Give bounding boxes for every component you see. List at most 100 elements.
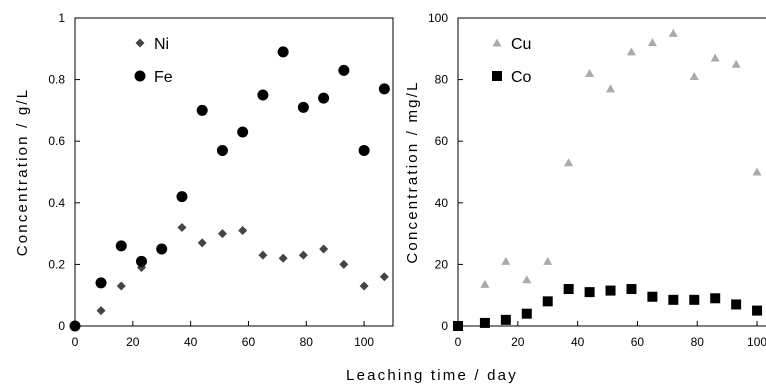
x-tick-label: 100 [747,335,766,349]
x-axis-label: Leaching time / day [346,367,518,384]
point-co [521,308,532,319]
y-tick-label: 60 [435,134,449,148]
y-axis-label: Concentration / mg/L [404,80,421,263]
point-co [668,294,679,305]
point-co [542,296,553,307]
point-fe [378,83,390,95]
point-fe [115,240,127,252]
legend-marker-cu [492,38,502,47]
point-ni [298,250,308,260]
x-tick-label: 40 [571,335,585,349]
y-axis-label: Concentration / g/L [14,88,31,257]
point-ni [379,272,389,282]
point-co [605,285,616,296]
x-axis-ticks: 0 20 40 60 80 100 [455,321,766,349]
point-cu [585,68,595,77]
x-tick-label: 40 [184,335,198,349]
point-ni [96,306,106,316]
x-tick-label: 60 [631,335,645,349]
point-co [731,299,742,310]
point-cu [626,47,636,56]
x-tick-label: 20 [126,335,140,349]
x-tick-label: 0 [455,335,462,349]
legend-label-ni: Ni [154,36,169,53]
point-fe [318,92,330,104]
point-cu [543,256,553,265]
point-fe [95,277,107,289]
point-ni [339,259,349,269]
legend-marker-co [492,71,502,81]
point-cu [522,275,532,284]
y-tick-label: 100 [428,11,448,25]
point-fe [257,89,269,101]
point-cu [689,72,699,81]
point-ni [197,238,207,248]
x-tick-label: 60 [242,335,256,349]
point-cu [564,158,574,167]
point-cu [668,28,678,37]
y-tick-label: 0.6 [48,134,65,148]
y-axis-ticks: 0 0.2 0.4 0.6 0.8 1 [48,11,80,333]
y-tick-label: 0 [58,319,65,333]
point-co [563,284,574,295]
y-tick-label: 20 [435,257,449,271]
series-co [453,284,763,331]
point-fe [277,46,289,58]
series-ni [70,222,389,331]
point-cu [710,53,720,62]
point-co [710,293,721,304]
legend-marker-fe [134,70,146,82]
point-ni [217,229,227,239]
point-fe [156,243,168,255]
legend: Ni Fe [134,36,173,86]
x-tick-label: 20 [511,335,525,349]
point-cu [647,38,657,47]
y-tick-label: 0.2 [48,257,65,271]
x-tick-label: 80 [691,335,705,349]
data-points [69,46,390,332]
point-co [500,314,511,325]
point-co [479,317,490,328]
point-co [647,291,658,302]
point-co [626,284,637,295]
legend-marker-ni [135,38,145,48]
x-tick-label: 0 [72,335,79,349]
point-cu [480,279,490,288]
point-cu [752,167,762,176]
point-cu [731,59,741,68]
x-tick-label: 80 [300,335,314,349]
y-tick-label: 0.4 [48,196,65,210]
point-cu [606,84,616,93]
y-axis-ticks: 0 20 40 60 80 100 [428,11,463,333]
left-panel-ni-fe: 0 20 40 60 80 100 0 0.2 0.4 0.6 0.8 1 Ni Fe Concent… [14,11,394,349]
point-ni [177,222,187,232]
point-ni [359,281,369,291]
point-co [584,287,595,298]
series-fe [69,46,390,332]
point-co [453,321,463,331]
y-tick-label: 0.8 [48,73,65,87]
x-axis-ticks: 0 20 40 60 80 100 [72,321,374,349]
point-ni [258,250,268,260]
plot-frame [74,17,394,327]
legend-label-fe: Fe [154,69,173,86]
point-fe [338,64,350,76]
point-fe [69,320,81,332]
point-ni [116,281,126,291]
point-fe [237,126,249,138]
point-cu [501,256,511,265]
point-ni [238,226,248,236]
plot-frame [457,17,766,327]
legend: Cu Co [492,36,532,86]
y-tick-label: 0 [441,319,448,333]
point-ni [278,253,288,263]
legend-label-cu: Cu [511,36,531,53]
point-fe [358,144,370,156]
point-fe [297,101,309,113]
point-ni [319,244,329,254]
y-tick-label: 80 [435,73,449,87]
x-tick-label: 100 [354,335,374,349]
point-co [752,305,763,316]
y-tick-label: 40 [435,196,449,210]
point-co [689,294,700,305]
